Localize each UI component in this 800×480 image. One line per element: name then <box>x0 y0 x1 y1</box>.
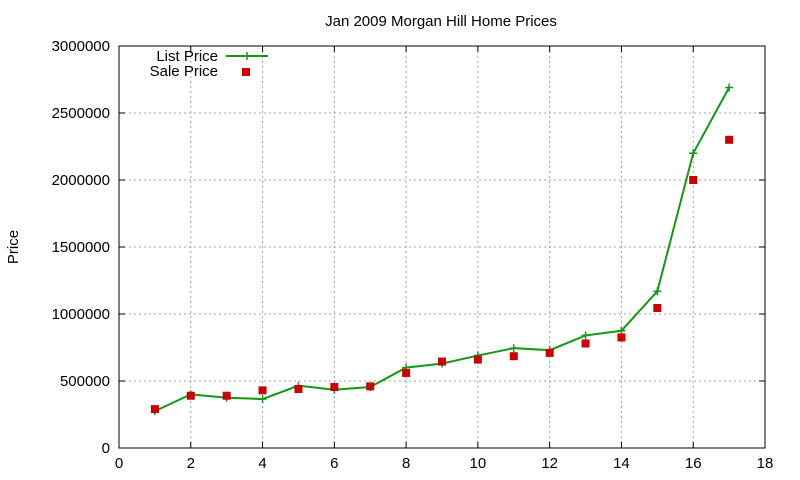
list-price-point <box>725 83 734 92</box>
legend-marker-list-price <box>243 52 251 60</box>
list-price-point <box>581 331 590 340</box>
y-tick-label: 0 <box>102 440 110 457</box>
x-tick-label: 12 <box>541 455 558 472</box>
sale-price-point <box>366 382 375 391</box>
x-tick-label: 0 <box>115 455 123 472</box>
sale-price-point <box>258 386 267 395</box>
x-tick-label: 18 <box>757 455 774 472</box>
sale-price-point <box>653 303 662 312</box>
x-tick-label: 2 <box>187 455 195 472</box>
x-tick-label: 14 <box>613 455 630 472</box>
chart-title: Jan 2009 Morgan Hill Home Prices <box>325 13 557 30</box>
y-axis-label: Price <box>5 230 22 264</box>
sale-price-point <box>617 333 626 342</box>
sale-price-point <box>509 352 518 361</box>
sale-price-point <box>222 391 231 400</box>
list-price-point <box>617 326 626 335</box>
axis-ticks: 0 2 4 6 8 10 12 14 16 18 0 500000 1000000 1500000 2000… <box>52 38 774 472</box>
sale-price-point <box>473 355 482 364</box>
y-tick-label: 3000000 <box>52 38 110 55</box>
legend: List Price Sale Price <box>150 48 268 80</box>
sale-price-point <box>150 405 159 414</box>
sale-price-point <box>725 135 734 144</box>
x-tick-label: 6 <box>330 455 338 472</box>
legend-label-sale-price: Sale Price <box>150 63 218 80</box>
legend-marker-sale-price <box>242 68 250 76</box>
sale-price-point <box>689 176 698 184</box>
sale-price-point <box>186 391 195 400</box>
y-tick-label: 1500000 <box>52 239 110 256</box>
legend-label-list-price: List Price <box>156 48 218 65</box>
y-tick-label: 2500000 <box>52 105 110 122</box>
y-tick-label: 500000 <box>60 373 110 390</box>
sale-price-point <box>330 383 339 392</box>
list-price-point <box>509 344 518 353</box>
x-tick-label: 4 <box>258 455 266 472</box>
legend-swatch-sale-price <box>242 68 250 76</box>
grid <box>119 46 765 448</box>
y-tick-label: 1000000 <box>52 306 110 323</box>
legend-swatch-list-price <box>226 52 268 60</box>
sale-price-point <box>294 385 303 394</box>
y-tick-label: 2000000 <box>52 172 110 189</box>
sale-price-point <box>545 348 554 357</box>
list-price-point <box>258 395 267 404</box>
x-tick-label: 10 <box>470 455 487 472</box>
list-price-point <box>653 287 662 296</box>
series <box>150 83 734 416</box>
sale-price-point <box>438 357 446 366</box>
sale-price-point <box>402 368 411 377</box>
list-price-point <box>689 149 698 158</box>
x-tick-label: 16 <box>685 455 702 472</box>
x-tick-label: 8 <box>402 455 410 472</box>
sale-price-point <box>581 339 590 348</box>
